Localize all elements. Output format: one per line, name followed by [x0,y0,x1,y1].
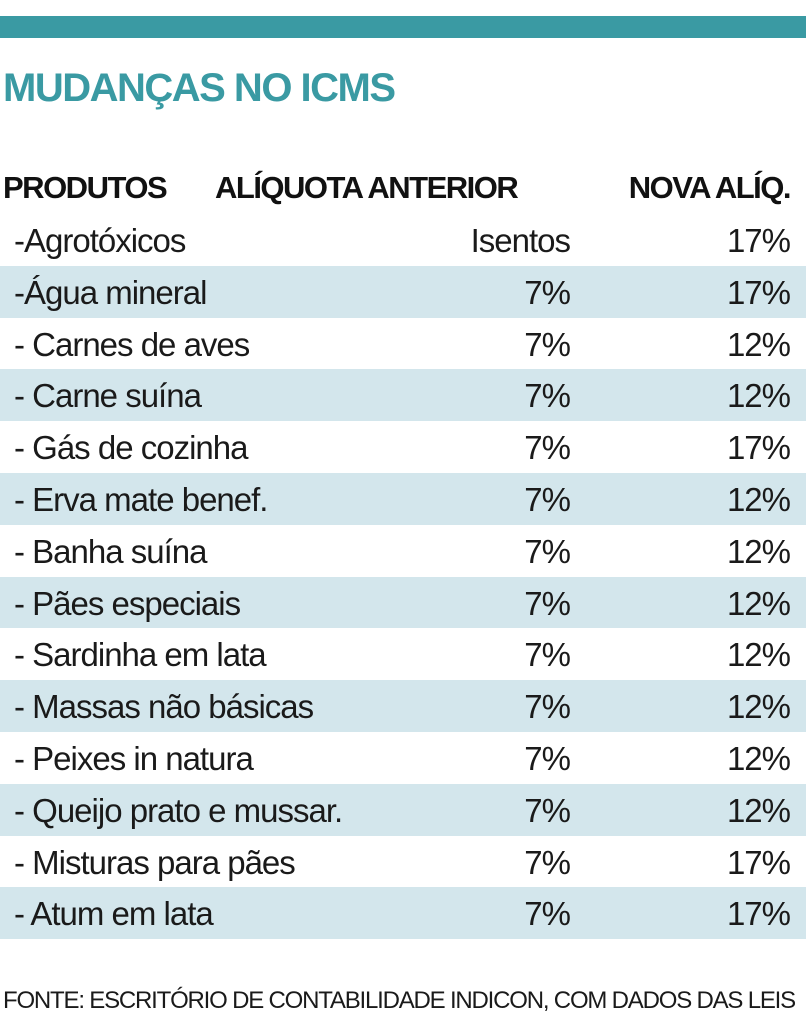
cell-nova-aliquota: 12% [726,636,791,674]
cell-nova-aliquota: 12% [726,480,791,518]
cell-produto: - Banha suína [14,532,207,570]
table-row: - Massas não básicas 7% 12% [0,680,806,732]
cell-aliquota-anterior: 7% [524,739,571,777]
cell-produto: - Pães especiais [14,584,241,622]
cell-aliquota-anterior: 7% [524,532,571,570]
cell-aliquota-anterior: 7% [524,843,571,881]
cell-aliquota-anterior: 7% [524,791,571,829]
table-row: - Atum em lata 7% 17% [0,887,806,940]
table-row: - Misturas para pães 7% 17% [0,836,806,888]
cell-produto: - Atum em lata [14,895,214,933]
cell-produto: - Massas não básicas [14,688,314,726]
table-row: -Água mineral 7% 17% [0,265,806,318]
source-note: FONTE: ESCRITÓRIO DE CONTABILIDADE INDIC… [3,987,796,1014]
table-row: - Carnes de aves 7% 12% [0,318,806,370]
cell-produto: - Gás de cozinha [14,429,248,467]
cell-aliquota-anterior: 7% [524,480,571,518]
cell-produto: - Queijo prato e mussar. [14,791,343,829]
cell-aliquota-anterior: 7% [524,895,571,933]
header-produtos: PRODUTOS [3,170,168,205]
page-title: MUDANÇAS NO ICMS [3,66,396,110]
table-row: - Erva mate benef. 7% 12% [0,472,806,525]
table-row: - Queijo prato e mussar. 7% 12% [0,783,806,836]
table-row: -Agrotóxicos Isentos 17% [0,214,806,266]
cell-nova-aliquota: 12% [726,739,791,777]
cell-nova-aliquota: 12% [726,688,791,726]
cell-produto: - Misturas para pães [14,843,296,881]
cell-produto: - Peixes in natura [14,739,254,777]
top-accent-bar [0,16,806,38]
cell-produto: - Sardinha em lata [14,636,267,674]
table-row: - Pães especiais 7% 12% [0,576,806,629]
cell-aliquota-anterior: 7% [524,273,571,311]
cell-aliquota-anterior: Isentos [470,222,571,259]
cell-nova-aliquota: 12% [726,325,791,363]
cell-aliquota-anterior: 7% [524,688,571,726]
cell-produto: - Carnes de aves [14,325,250,363]
cell-nova-aliquota: 17% [726,222,791,259]
table-header-row: PRODUTOS ALÍQUOTA ANTERIOR NOVA ALÍQ. [0,162,806,214]
cell-nova-aliquota: 12% [726,584,791,622]
cell-aliquota-anterior: 7% [524,377,571,415]
cell-aliquota-anterior: 7% [524,636,571,674]
table-row: - Carne suína 7% 12% [0,369,806,422]
cell-produto: - Carne suína [14,377,202,415]
cell-nova-aliquota: 17% [726,895,791,933]
cell-produto: -Água mineral [14,273,207,311]
header-aliquota-anterior: ALÍQUOTA ANTERIOR [215,170,519,205]
table-row: - Gás de cozinha 7% 17% [0,421,806,473]
cell-aliquota-anterior: 7% [524,429,571,467]
cell-nova-aliquota: 12% [726,377,791,415]
cell-aliquota-anterior: 7% [524,325,571,363]
header-nova-aliquota: NOVA ALÍQ. [628,170,792,205]
cell-nova-aliquota: 17% [726,843,791,881]
table-row: - Sardinha em lata 7% 12% [0,628,806,680]
cell-nova-aliquota: 17% [726,273,791,311]
icms-table: PRODUTOS ALÍQUOTA ANTERIOR NOVA ALÍQ. -A… [0,162,806,940]
table-body: -Agrotóxicos Isentos 17% -Água mineral 7% 17%… [0,214,806,940]
cell-aliquota-anterior: 7% [524,584,571,622]
cell-nova-aliquota: 12% [726,791,791,829]
table-row: - Banha suína 7% 12% [0,525,806,577]
table-row: - Peixes in natura 7% 12% [0,732,806,784]
cell-produto: -Agrotóxicos [14,222,186,259]
cell-produto: - Erva mate benef. [14,480,268,518]
cell-nova-aliquota: 17% [726,429,791,467]
cell-nova-aliquota: 12% [726,532,791,570]
